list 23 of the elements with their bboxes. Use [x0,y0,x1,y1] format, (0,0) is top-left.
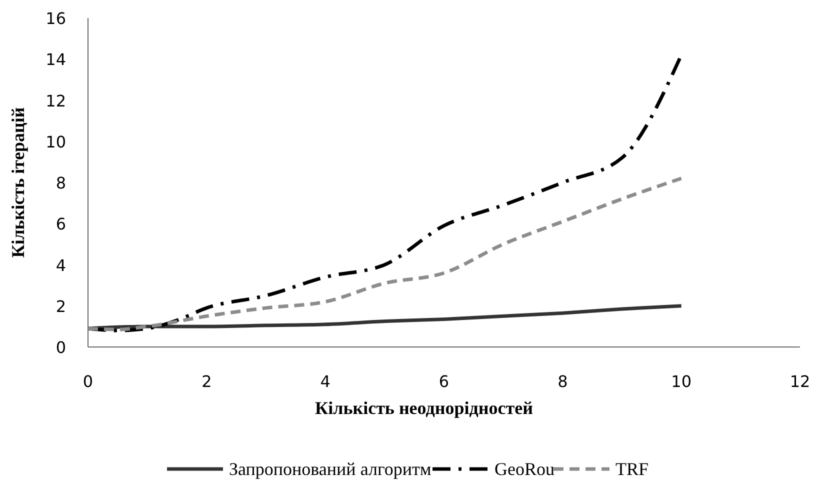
legend-label: Запропонований алгоритм [229,459,432,479]
x-tick-label: 6 [438,372,450,391]
line-series [86,176,684,332]
y-axis-title: Кількість ітерацій [8,107,28,258]
y-tick-label: 6 [56,214,66,234]
x-tick-label: 2 [202,372,212,391]
y-tick-label: 10 [46,132,66,152]
x-tick-label: 12 [790,372,810,391]
y-tick-label: 0 [56,338,66,357]
x-tick-label: 0 [82,372,94,391]
y-tick-label: 12 [46,91,66,110]
x-tick-label: 10 [671,372,692,391]
y-tick-label: 14 [46,50,66,70]
legend-label: GeoRou [494,459,554,479]
x-tick-label: 4 [320,372,330,391]
x-axis-title: Кількість неоднорідностей [315,398,533,418]
y-tick-label: 16 [46,9,66,28]
line-series [86,304,684,330]
x-tick-label: 8 [558,372,568,391]
y-tick-label: 4 [56,256,66,275]
y-tick-label: 2 [56,296,66,316]
legend-label: TRF [616,459,649,479]
y-tick-label: 8 [56,174,66,192]
